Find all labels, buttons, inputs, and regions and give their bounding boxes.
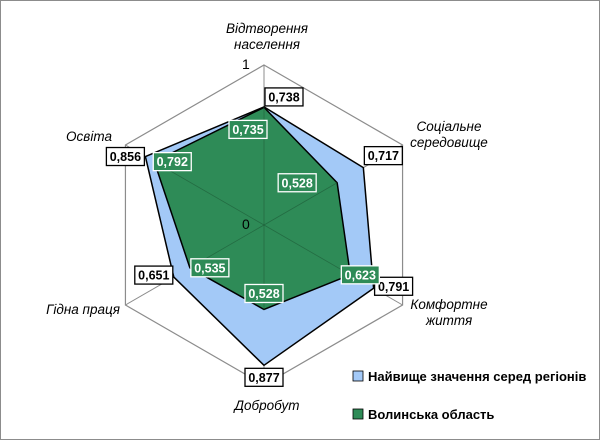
data-label-max-4: 0,651 — [134, 265, 174, 285]
data-label-max-2-text: 0,791 — [378, 280, 409, 294]
data-label-volyn-3-text: 0,528 — [248, 287, 279, 301]
scale-label-min: 0 — [242, 216, 250, 232]
data-label-volyn-0-text: 0,735 — [232, 123, 263, 137]
label-layer: 0 1 0,738 0,717 0,791 0,877 0,651 0,856 0,735 0,5… — [105, 56, 414, 387]
legend: Найвище значення серед регіонів Волинська… — [352, 369, 586, 422]
data-label-max-5-text: 0,856 — [110, 150, 141, 164]
data-label-max-1: 0,717 — [363, 145, 404, 166]
axis-label-line: життя — [425, 313, 472, 328]
legend-swatch-1 — [352, 408, 364, 420]
data-label-max-5-box — [105, 146, 146, 167]
data-label-volyn-3-box — [244, 283, 284, 304]
legend-swatch-0 — [352, 370, 364, 382]
axis-label-line: Комфортне — [410, 297, 487, 312]
data-label-max-3-box — [244, 367, 284, 387]
axis-label-line: Відтворення — [226, 21, 308, 36]
data-label-volyn-4-box — [190, 258, 230, 278]
axis-label-3: Добробут — [233, 398, 300, 413]
axis-label-1: Соціальне середовище — [410, 119, 488, 150]
axis-label-2: Комфортне життя — [410, 297, 487, 328]
data-label-volyn-4: 0,535 — [190, 258, 230, 278]
inner-spoke — [263, 224, 351, 276]
axis-label-line: Добробут — [233, 398, 300, 413]
data-label-max-2: 0,791 — [373, 276, 414, 296]
data-label-volyn-5-text: 0,792 — [157, 155, 188, 169]
data-label-max-0: 0,738 — [264, 87, 304, 107]
axis-label-layer: Відтворення населення Соціальне середовище К… — [46, 21, 488, 413]
data-label-max-0-box — [264, 87, 304, 107]
data-label-volyn-5: 0,792 — [152, 151, 192, 172]
data-label-max-0-text: 0,738 — [268, 90, 299, 104]
data-label-max-3-text: 0,877 — [248, 371, 279, 385]
axis-label-line: середовище — [410, 135, 488, 150]
scale-label-max: 1 — [242, 56, 250, 72]
data-label-max-4-box — [134, 265, 174, 285]
legend-label-1: Волинська область — [368, 407, 494, 422]
data-label-max-2-box — [373, 276, 414, 296]
data-label-volyn-1-text: 0,528 — [282, 176, 313, 190]
data-label-volyn-1-box — [277, 173, 317, 193]
data-label-max-1-box — [363, 145, 404, 166]
data-label-volyn-3: 0,528 — [244, 283, 284, 304]
axis-label-line: Гідна праця — [46, 302, 120, 317]
data-label-volyn-0: 0,735 — [228, 119, 268, 140]
data-label-volyn-2: 0,623 — [340, 265, 380, 285]
data-label-volyn-0-box — [228, 119, 268, 140]
data-label-volyn-1: 0,528 — [277, 173, 317, 193]
inner-spoke — [154, 161, 265, 226]
data-label-max-4-text: 0,651 — [138, 269, 169, 283]
data-label-volyn-4-text: 0,535 — [194, 261, 225, 275]
axis-label-5: Освіта — [66, 129, 112, 144]
axis-label-line: Соціальне — [417, 119, 482, 134]
data-label-volyn-2-box — [340, 265, 380, 285]
data-label-volyn-5-box — [152, 151, 192, 172]
axis-label-line: Освіта — [66, 129, 112, 144]
axis-label-line: населення — [234, 37, 300, 52]
data-label-max-3: 0,877 — [244, 367, 284, 387]
data-label-max-5: 0,856 — [105, 146, 146, 167]
inner-spoke — [263, 182, 338, 226]
data-label-volyn-2-text: 0,623 — [345, 268, 376, 282]
series-layer — [144, 106, 375, 367]
axis-label-0: Відтворення населення — [226, 21, 308, 52]
axis-label-4: Гідна праця — [46, 302, 120, 317]
legend-label-0: Найвище значення серед регіонів — [368, 369, 586, 384]
data-label-max-1-text: 0,717 — [368, 149, 399, 163]
